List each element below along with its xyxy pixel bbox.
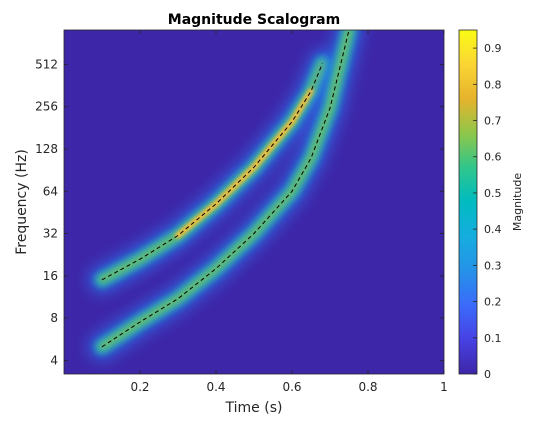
colorbar-tick-label: 0.5 [484, 187, 502, 200]
colorbar-tick-label: 0.8 [484, 78, 502, 91]
ridge-line-2 [101, 30, 350, 348]
plot-frame [63, 29, 445, 375]
colorbar-tick-label: 0.1 [484, 332, 502, 345]
y-tick-label: 512 [35, 57, 58, 71]
y-tick-label: 256 [35, 100, 58, 114]
x-tick-label: 0.4 [206, 380, 225, 394]
colorbar-label: Magnitude [511, 173, 524, 232]
colorbar-tick-label: 0.7 [484, 115, 502, 128]
x-axis-label: Time (s) [225, 400, 283, 416]
colorbar-tick-label: 0.6 [484, 151, 502, 164]
colorbar-tick-label: 0.2 [484, 296, 502, 309]
y-tick-label: 32 [43, 227, 58, 241]
x-tick-label: 0.2 [130, 380, 149, 394]
ridge-line-1 [101, 63, 323, 281]
ridge-lines [101, 30, 350, 348]
colorbar-tick-label: 0.9 [484, 42, 502, 55]
colorbar-tick-label: 0.4 [484, 223, 502, 236]
x-tick-label: 0.8 [358, 380, 377, 394]
y-axis-label: Frequency (Hz) [14, 149, 30, 255]
x-tick-label: 0.6 [282, 380, 301, 394]
y-tick-label: 8 [50, 311, 58, 325]
colorbar-tick-label: 0 [484, 368, 491, 381]
y-axis: 4 8 16 32 64 128 256 512 [35, 57, 444, 367]
y-tick-label: 4 [50, 353, 58, 367]
x-tick-label: 1 [440, 380, 448, 394]
y-tick-label: 64 [43, 184, 58, 198]
y-tick-label: 16 [43, 269, 58, 283]
colorbar [458, 29, 478, 375]
colorbar-axis: 0 0.1 0.2 0.3 0.4 0.5 0.6 0.7 0.8 0.9 [473, 42, 502, 381]
colorbar-tick-label: 0.3 [484, 259, 502, 272]
x-axis: 0.2 0.4 0.6 0.8 1 [130, 30, 448, 394]
y-tick-label: 128 [35, 142, 58, 156]
chart-title: Magnitude Scalogram [168, 12, 340, 28]
